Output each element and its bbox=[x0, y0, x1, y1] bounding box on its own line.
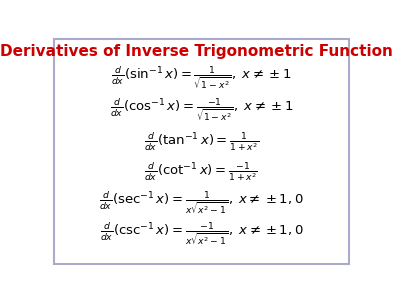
Text: $\frac{d}{dx}\left(\cot^{-1}x\right) = \frac{-1}{1+x^2}$: $\frac{d}{dx}\left(\cot^{-1}x\right) = \… bbox=[145, 160, 258, 183]
Text: $\frac{d}{dx}\left(\csc^{-1}x\right) = \frac{-1}{x\sqrt{x^2-1}},\; x\neq\pm 1,0$: $\frac{d}{dx}\left(\csc^{-1}x\right) = \… bbox=[99, 220, 303, 247]
Text: $\frac{d}{dx}\left(\sin^{-1}x\right) = \frac{1}{\sqrt{1-x^2}},\; x\neq\pm 1$: $\frac{d}{dx}\left(\sin^{-1}x\right) = \… bbox=[111, 64, 292, 91]
Text: $\frac{d}{dx}\left(\tan^{-1}x\right) = \frac{1}{1+x^2}$: $\frac{d}{dx}\left(\tan^{-1}x\right) = \… bbox=[144, 130, 259, 153]
FancyBboxPatch shape bbox=[54, 40, 349, 263]
Text: Derivatives of Inverse Trigonometric Functions: Derivatives of Inverse Trigonometric Fun… bbox=[0, 44, 393, 59]
Text: $\frac{d}{dx}\left(\sec^{-1}x\right) = \frac{1}{x\sqrt{x^2-1}},\; x\neq\pm 1,0$: $\frac{d}{dx}\left(\sec^{-1}x\right) = \… bbox=[99, 189, 304, 216]
Text: $\frac{d}{dx}\left(\cos^{-1}x\right) = \frac{-1}{\sqrt{1-x^2}},\; x\neq\pm 1$: $\frac{d}{dx}\left(\cos^{-1}x\right) = \… bbox=[110, 97, 293, 123]
